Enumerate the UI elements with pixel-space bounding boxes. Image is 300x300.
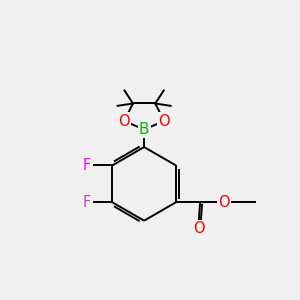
Text: O: O — [158, 114, 170, 129]
Text: F: F — [83, 195, 91, 210]
Text: O: O — [118, 114, 130, 129]
Text: O: O — [218, 195, 230, 210]
Text: B: B — [139, 122, 149, 137]
Text: O: O — [193, 221, 205, 236]
Text: F: F — [83, 158, 91, 173]
